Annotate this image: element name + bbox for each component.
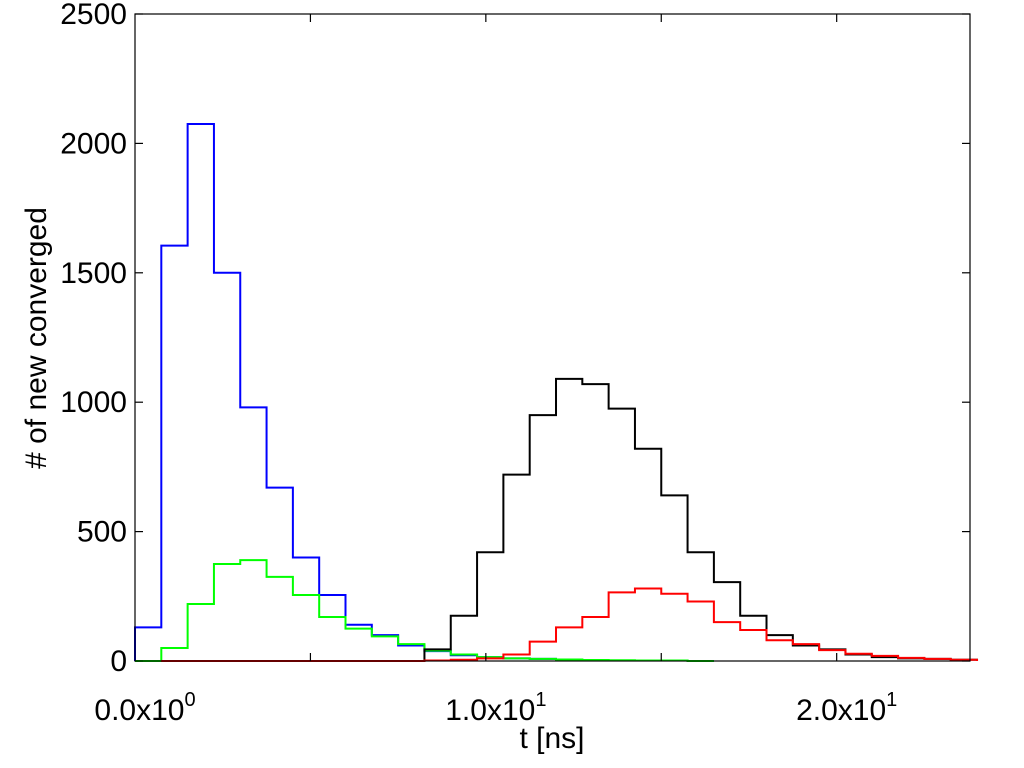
y-tick-labels: 0 500 1000 1500 2000 2500 — [60, 0, 127, 678]
series-1-line — [135, 559, 714, 662]
tick-layer — [135, 13, 970, 662]
plot-area — [135, 14, 970, 661]
y-tick-label: 1500 — [60, 257, 127, 290]
x-tick-label: 2.0x101 — [796, 689, 897, 727]
x-tick-labels: 0.0x100 1.0x101 2.0x101 — [94, 689, 897, 727]
y-tick-label: 500 — [77, 516, 127, 549]
y-tick-label: 2500 — [60, 0, 127, 31]
plot-frame — [134, 13, 971, 662]
y-axis-title: # of new converged — [20, 207, 53, 469]
y-tick-label: 2000 — [60, 127, 127, 160]
y-tick-label: 0 — [110, 645, 127, 678]
x-tick-label: 0.0x100 — [94, 689, 195, 727]
y-tick-label: 1000 — [60, 386, 127, 419]
x-tick-label: 1.0x101 — [445, 689, 546, 727]
x-axis-title: t [ns] — [519, 722, 584, 755]
